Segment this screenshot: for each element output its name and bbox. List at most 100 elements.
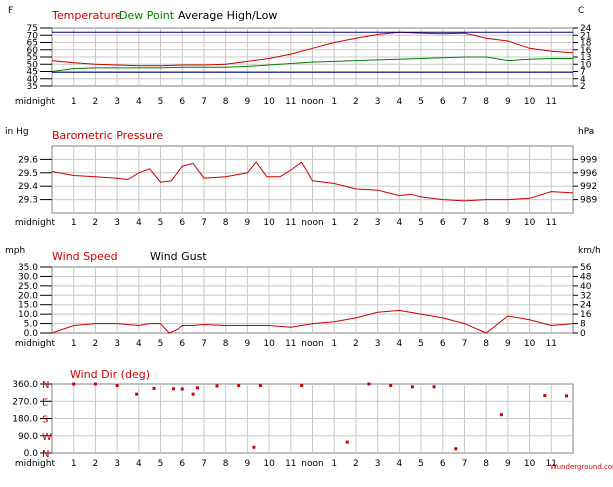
x-tick-label: 7 (462, 218, 468, 228)
right-y-tick-label: 2 (580, 82, 586, 92)
x-tick-label: 5 (418, 339, 424, 349)
data-point (93, 382, 97, 386)
y-tick-label: 60 (27, 46, 39, 56)
data-point (215, 384, 219, 388)
data-point (367, 382, 371, 386)
data-point (345, 440, 349, 444)
x-tick-label: 5 (158, 459, 164, 469)
x-tick-label: 9 (245, 218, 251, 228)
x-tick-label: 10 (524, 97, 536, 107)
x-tick-label: 7 (462, 97, 468, 107)
right-y-tick-label: 8 (580, 320, 586, 330)
x-tick-label: 1 (331, 339, 337, 349)
x-tick-label: 10 (263, 459, 275, 469)
y-tick-label: 0.0 (24, 449, 39, 459)
x-tick-label: noon (301, 339, 323, 349)
data-point (72, 382, 76, 386)
pressure-left-unit: in Hg (5, 127, 29, 137)
right-y-tick-label: 40 (580, 282, 592, 292)
right-y-tick-label: 32 (580, 291, 591, 301)
x-tick-label: 9 (505, 459, 511, 469)
x-tick-label: 11 (546, 218, 557, 228)
pressure-right-unit: hPa (578, 127, 594, 137)
x-tick-label: 2 (353, 218, 359, 228)
x-tick-label: 8 (223, 97, 229, 107)
x-tick-label: 9 (505, 339, 511, 349)
x-tick-label: 4 (136, 97, 142, 107)
y-tick-label: 45 (27, 68, 38, 78)
x-tick-label: 4 (136, 339, 142, 349)
data-point (195, 386, 199, 390)
y-tick-label: 360.0 (12, 380, 38, 390)
x-tick-label: midnight (15, 339, 56, 349)
x-tick-label: 4 (136, 459, 142, 469)
x-tick-label: 2 (93, 97, 99, 107)
x-tick-label: 9 (245, 97, 251, 107)
compass-label: S (42, 415, 48, 426)
data-point (152, 386, 156, 390)
legend-dew-point: Dew Point (119, 9, 175, 22)
y-tick-label: 65 (27, 39, 38, 49)
right-y-tick-label: 4 (580, 75, 586, 85)
wind-speed-panel: mph km/h Wind Speed Wind Gust midnight 1 2… (5, 246, 601, 349)
data-point (410, 385, 414, 389)
series-line-temperature (51, 31, 574, 67)
x-tick-label: 10 (524, 218, 536, 228)
y-tick-label: 29.6 (18, 155, 38, 165)
legend-temperature: Temperature (51, 9, 122, 22)
x-tick-label: 3 (375, 459, 381, 469)
y-tick-label: 29.5 (18, 169, 38, 179)
right-y-tick-label: 999 (580, 155, 597, 165)
x-tick-label: 6 (440, 97, 446, 107)
x-tick-label: 6 (440, 339, 446, 349)
x-tick-label: 10 (263, 97, 275, 107)
x-tick-label: 1 (71, 459, 77, 469)
x-tick-label: 6 (179, 339, 185, 349)
wind-left-unit: mph (5, 246, 25, 256)
x-tick-label: 8 (483, 339, 489, 349)
data-point (389, 384, 393, 388)
x-tick-label: 9 (245, 339, 251, 349)
right-y-tick-label: 56 (580, 263, 592, 273)
y-tick-label: 35 (27, 82, 38, 92)
x-tick-label: 2 (353, 339, 359, 349)
data-point (454, 447, 458, 451)
x-tick-label: 11 (546, 459, 557, 469)
compass-label: N (42, 449, 49, 460)
x-tick-label: 5 (158, 218, 164, 228)
x-tick-label: 5 (158, 339, 164, 349)
y-tick-label: 15.0 (18, 301, 38, 311)
series-line-dew-point (51, 56, 573, 72)
barometric-pressure-panel: in Hg hPa Barometric Pressure midnight 1 2… (5, 127, 597, 228)
legend-wind-speed: Wind Speed (52, 250, 118, 263)
right-y-tick-label: 7 (580, 68, 586, 78)
wind-dir-title: Wind Dir (deg) (70, 368, 150, 381)
x-tick-label: 6 (179, 97, 185, 107)
y-tick-label: 29.4 (18, 182, 38, 192)
legend-average-high-low: Average High/Low (178, 9, 277, 22)
pressure-title: Barometric Pressure (52, 129, 163, 142)
y-tick-label: 20.0 (18, 291, 38, 301)
x-tick-label: 9 (245, 459, 251, 469)
y-tick-label: 5.0 (24, 320, 39, 330)
y-tick-label: 70 (27, 31, 39, 41)
right-y-tick-label: 0 (580, 329, 586, 339)
x-tick-label: 8 (483, 97, 489, 107)
y-tick-label: 90.0 (18, 432, 38, 442)
x-tick-label: 1 (71, 97, 77, 107)
y-tick-label: 35.0 (18, 263, 38, 273)
series-line-wind-speed (51, 309, 574, 334)
data-point (237, 384, 241, 388)
x-tick-label: 7 (201, 218, 207, 228)
y-tick-label: 29.3 (18, 196, 38, 206)
x-tick-label: 7 (462, 339, 468, 349)
x-tick-label: 5 (418, 218, 424, 228)
y-tick-label: 25.0 (18, 282, 38, 292)
x-tick-label: 11 (285, 218, 296, 228)
x-tick-label: 5 (158, 97, 164, 107)
x-tick-label: 5 (418, 97, 424, 107)
x-tick-label: 3 (114, 218, 120, 228)
x-tick-label: 6 (179, 459, 185, 469)
compass-label: N (42, 380, 49, 391)
temperature-panel: F C Temperature Dew Point Average High/L… (8, 6, 592, 107)
